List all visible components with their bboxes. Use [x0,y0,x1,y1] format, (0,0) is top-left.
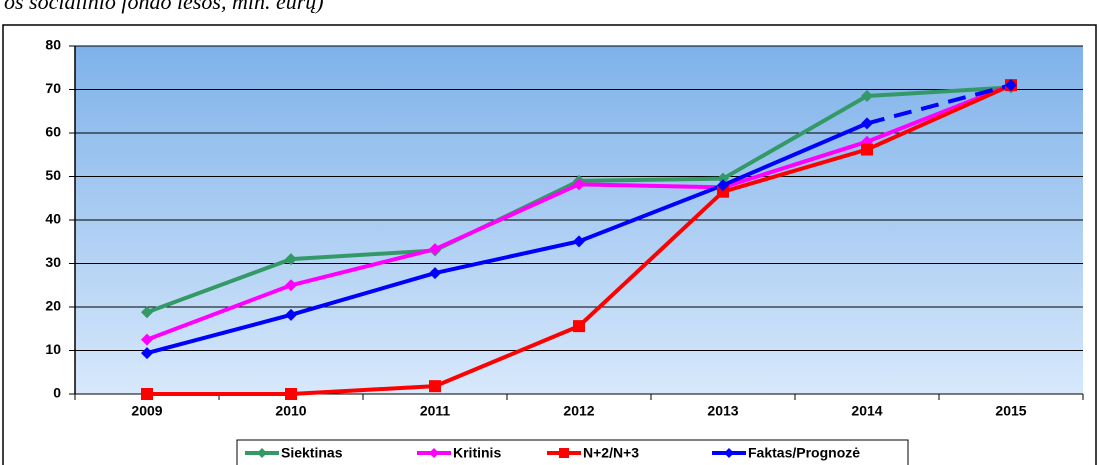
x-tick-label: 2014 [851,403,882,419]
marker [141,388,153,400]
marker [717,185,729,198]
x-tick-label: 2015 [995,403,1026,419]
y-tick-label: 0 [53,385,61,401]
marker [285,388,297,400]
legend-marker [429,448,439,458]
y-tick-label: 40 [45,211,61,227]
marker [141,333,153,346]
legend-label: Kritinis [453,445,501,461]
marker [285,279,297,292]
y-tick-label: 20 [45,298,61,314]
marker [861,143,873,156]
caption: os socialinio fondo lėšos, mln. eurų) [4,0,324,14]
legend-label: Siektinas [281,445,343,461]
marker [861,90,873,103]
y-tick-label: 80 [45,37,61,53]
marker [429,243,441,256]
legend-marker [724,448,734,458]
legend-label: N+2/N+3 [583,445,639,461]
y-tick-label: 70 [45,80,61,96]
marker [717,179,729,192]
series-line [866,83,1012,126]
marker [285,253,297,266]
marker [573,320,585,333]
x-tick-label: 2013 [707,403,738,419]
x-tick-label: 2012 [563,403,594,419]
marker [573,178,585,191]
x-tick-label: 2010 [275,403,306,419]
marker [429,380,441,393]
marker [429,267,441,280]
y-tick-label: 50 [45,167,61,183]
marker [141,306,153,319]
x-tick-label: 2009 [131,403,162,419]
legend-marker [257,448,267,458]
marker [861,117,873,130]
marker [717,172,729,185]
marker [285,308,297,321]
marker [141,347,153,360]
x-tick-label: 2011 [420,403,451,419]
y-tick-label: 10 [45,341,61,357]
marker [1005,79,1017,92]
y-tick-label: 30 [45,254,61,270]
y-tick-label: 60 [45,124,61,140]
legend-marker [559,448,569,458]
series-line [146,121,868,356]
marker [573,235,585,248]
legend-label: Faktas/Prognozė [748,445,860,461]
